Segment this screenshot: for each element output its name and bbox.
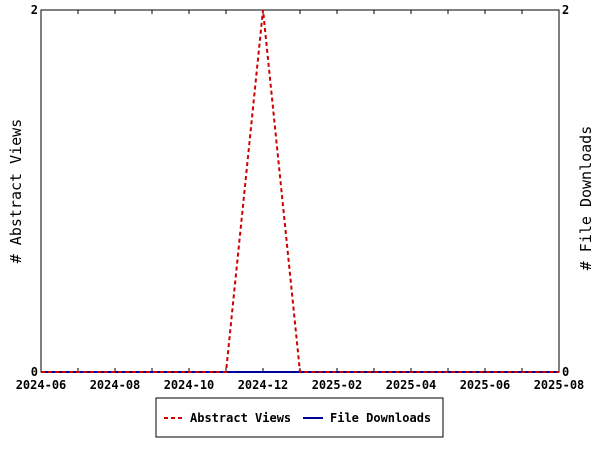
legend-box [155, 397, 444, 438]
y-tick-label-right: 2 [562, 3, 569, 17]
x-tick-label: 2025-06 [460, 378, 511, 392]
legend-label-abstract-views: Abstract Views [190, 411, 291, 425]
series-layer [41, 9, 559, 373]
x-tick-label: 2025-08 [534, 378, 585, 392]
x-tick-label: 2024-12 [238, 378, 289, 392]
x-tick-label: 2025-04 [386, 378, 437, 392]
legend: Abstract Views File Downloads [155, 397, 444, 438]
x-tick-label: 2024-08 [90, 378, 141, 392]
y-axis-right-title: # File Downloads [577, 126, 595, 271]
x-tick-label: 2024-10 [164, 378, 215, 392]
x-tick-label: 2025-02 [312, 378, 363, 392]
y-axis-left-title: # Abstract Views [7, 119, 25, 264]
x-tick-label: 2024-06 [16, 378, 67, 392]
legend-label-file-downloads: File Downloads [330, 411, 431, 425]
y-tick-label-left: 2 [31, 3, 38, 17]
y-tick-label-right: 0 [562, 365, 569, 379]
y-tick-label-left: 0 [31, 365, 38, 379]
series-line-abstract-views [41, 9, 559, 373]
plot-area [40, 9, 560, 373]
